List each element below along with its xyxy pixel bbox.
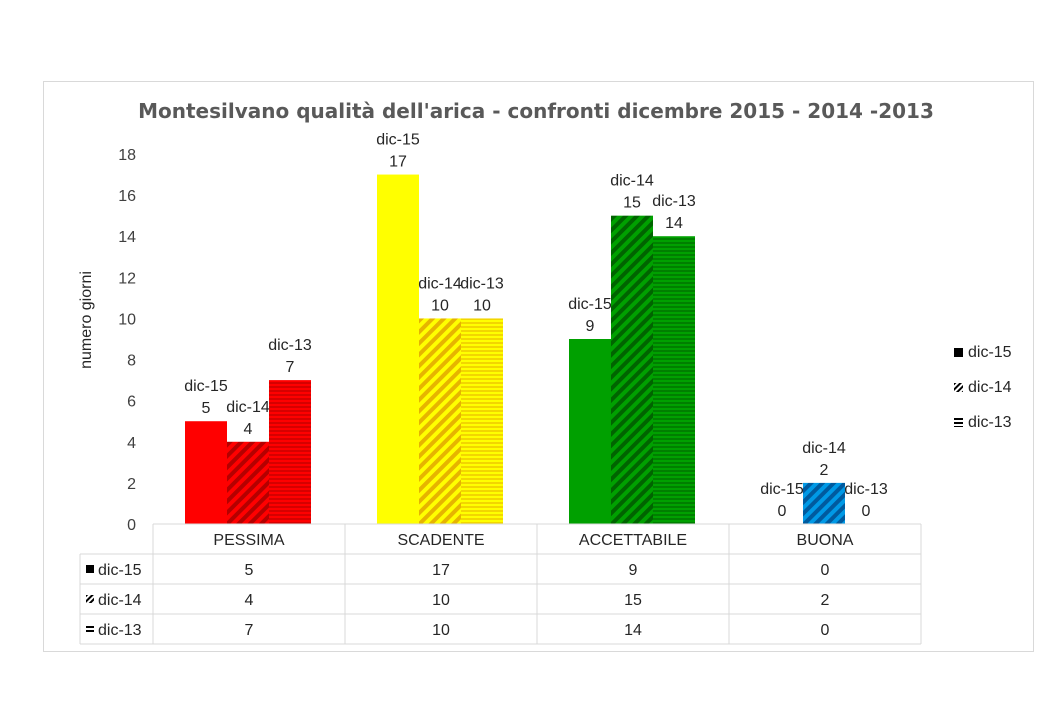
y-tick-label: 16 <box>118 188 136 205</box>
y-tick-label: 8 <box>127 353 136 370</box>
data-label-value: 9 <box>586 318 595 335</box>
table-header-cell: PESSIMA <box>213 532 284 549</box>
data-label-value: 10 <box>431 297 449 314</box>
legend-label: dic-14 <box>968 379 1012 396</box>
bar <box>569 339 611 524</box>
y-tick-label: 4 <box>127 435 136 452</box>
data-label-value: 14 <box>665 215 683 232</box>
legend-label: dic-15 <box>968 344 1012 361</box>
bar <box>653 236 695 524</box>
table-cell: 4 <box>245 592 254 609</box>
table-cell: 15 <box>624 592 642 609</box>
y-tick-label: 18 <box>118 147 136 164</box>
data-table: PESSIMA SCADENTE ACCETTABILE BUONA dic-15 5 17… <box>79 523 922 645</box>
y-tick-label: 6 <box>127 394 136 411</box>
table-header-cell: BUONA <box>797 532 854 549</box>
bar <box>227 441 269 524</box>
data-label-value: 15 <box>623 195 641 212</box>
legend-marker <box>954 383 963 392</box>
legend: dic-15 dic-14 dic-13 <box>954 344 1012 431</box>
table-header-cell: ACCETTABILE <box>579 532 687 549</box>
data-label-value: 0 <box>778 503 787 520</box>
y-tick-label: 14 <box>118 229 136 246</box>
data-label-value: 0 <box>862 503 871 520</box>
data-labels: dic-15 5 dic-14 4 dic-13 7 dic-15 17 dic-14 10 dic… <box>184 132 888 520</box>
data-label-series: dic-14 <box>610 173 654 190</box>
data-label-series: dic-14 <box>418 275 462 292</box>
data-label-value: 5 <box>202 400 211 417</box>
table-cell: 10 <box>432 592 450 609</box>
table-cell: 2 <box>821 592 830 609</box>
bar <box>419 318 461 524</box>
bar <box>185 421 227 524</box>
y-tick-label: 10 <box>118 311 136 328</box>
bars <box>185 174 845 525</box>
y-tick-label: 12 <box>118 270 136 287</box>
data-label-series: dic-13 <box>460 275 504 292</box>
table-cell: 14 <box>624 622 642 639</box>
data-label-series: dic-15 <box>760 481 804 498</box>
chart-frame: Montesilvano qualità dell'arica - confro… <box>43 81 1034 652</box>
table-series-marker <box>86 625 94 633</box>
data-label-series: dic-14 <box>226 399 270 416</box>
table-header-cell: SCADENTE <box>397 532 484 549</box>
bar <box>377 174 419 525</box>
table-cell: 7 <box>245 622 254 639</box>
data-label-series: dic-14 <box>802 440 846 457</box>
table-series-name: dic-14 <box>98 592 142 609</box>
data-label-value: 7 <box>286 359 295 376</box>
table-cell: 0 <box>821 622 830 639</box>
table-cell: 5 <box>245 562 254 579</box>
table-series-name: dic-13 <box>98 622 142 639</box>
table-cell: 17 <box>432 562 450 579</box>
bar <box>269 380 311 524</box>
table-cell: 0 <box>821 562 830 579</box>
table-cell: 10 <box>432 622 450 639</box>
data-label-series: dic-15 <box>568 296 612 313</box>
bar <box>803 482 845 524</box>
table-series-name: dic-15 <box>98 562 142 579</box>
data-label-value: 10 <box>473 297 491 314</box>
data-label-series: dic-13 <box>844 481 888 498</box>
y-tick-label: 2 <box>127 476 136 493</box>
table-series-marker <box>86 565 94 573</box>
data-label-value: 2 <box>820 462 829 479</box>
bar <box>611 215 653 524</box>
y-axis-label: numero giorni <box>78 271 95 369</box>
table-cell: 9 <box>629 562 638 579</box>
data-label-series: dic-13 <box>268 337 312 354</box>
legend-label: dic-13 <box>968 414 1012 431</box>
legend-marker <box>954 348 963 357</box>
bar <box>461 318 503 524</box>
chart-svg: Montesilvano qualità dell'arica - confro… <box>78 99 1012 645</box>
data-label-series: dic-15 <box>376 132 420 149</box>
chart-title: Montesilvano qualità dell'arica - confro… <box>138 99 934 123</box>
table-series-marker <box>86 595 94 603</box>
data-label-value: 4 <box>244 421 253 438</box>
y-tick-label: 0 <box>127 517 136 534</box>
y-ticks: 0 2 4 6 8 10 12 14 16 18 <box>118 147 136 534</box>
legend-marker <box>954 418 963 427</box>
data-label-series: dic-13 <box>652 193 696 210</box>
data-label-value: 17 <box>389 154 407 171</box>
data-label-series: dic-15 <box>184 378 228 395</box>
